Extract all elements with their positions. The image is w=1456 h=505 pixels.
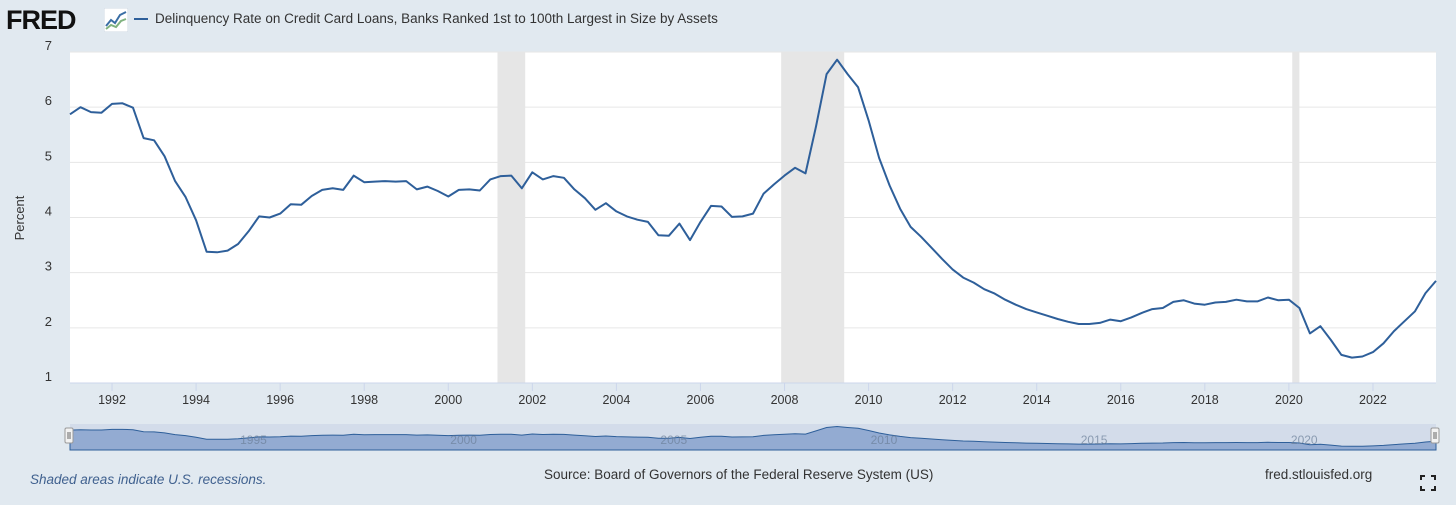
recession-note: Shaded areas indicate U.S. recessions. (30, 472, 267, 487)
x-tick-label-2008: 2008 (771, 393, 799, 407)
x-tick-label-2006: 2006 (687, 393, 715, 407)
y-tick-label-7: 7 (45, 38, 52, 53)
x-tick-label-2012: 2012 (939, 393, 967, 407)
y-tick-label-6: 6 (45, 93, 52, 108)
site-link[interactable]: fred.stlouisfed.org (1265, 467, 1373, 482)
fred-logo-graph-icon (104, 8, 128, 32)
navigator-series-area (69, 425, 1437, 451)
x-tick-label-2010: 2010 (855, 393, 883, 407)
y-tick-label-1: 1 (45, 369, 52, 384)
y-axis-ticks: 1 2 3 4 5 6 7 (45, 38, 52, 384)
x-tick-label-2022: 2022 (1359, 393, 1387, 407)
x-tick-label-2002: 2002 (518, 393, 546, 407)
y-tick-label-2: 2 (45, 314, 52, 329)
x-tick-label-2018: 2018 (1191, 393, 1219, 407)
legend-line-swatch (134, 18, 148, 20)
source-text: Source: Board of Governors of the Federa… (544, 467, 934, 482)
y-tick-label-5: 5 (45, 148, 52, 163)
legend-series-label: Delinquency Rate on Credit Card Loans, B… (155, 11, 718, 26)
x-tick-label-1992: 1992 (98, 393, 126, 407)
navigator-label-2015: 2015 (1081, 433, 1108, 447)
fred-logo-text: FRED (6, 5, 76, 35)
navigator-label-2000: 2000 (450, 433, 477, 447)
x-tick-label-2004: 2004 (602, 393, 630, 407)
x-axis-ticks: 1992 1994 1996 1998 2000 2002 2004 2006 2008 2010… (98, 383, 1387, 407)
series-line[interactable] (69, 58, 1437, 359)
y-axis-label: Percent (12, 195, 27, 240)
y-tick-label-4: 4 (45, 204, 52, 219)
navigator-labels: 1995 2000 2005 2010 2015 2020 (240, 433, 1318, 447)
x-tick-label-2016: 2016 (1107, 393, 1135, 407)
x-tick-label-2014: 2014 (1023, 393, 1051, 407)
gridlines (70, 51, 1436, 329)
navigator-label-2005: 2005 (660, 433, 687, 447)
navigator-label-1995: 1995 (240, 433, 267, 447)
navigator-right-handle-icon[interactable] (1430, 427, 1440, 444)
fullscreen-icon[interactable] (1420, 475, 1436, 491)
navigator-left-handle-icon[interactable] (64, 427, 74, 444)
chart-header: FRED Delinquency Rate on Credit Card Loa… (0, 0, 1456, 40)
x-tick-label-1994: 1994 (182, 393, 210, 407)
y-tick-label-3: 3 (45, 259, 52, 274)
chart-canvas: 1 2 3 4 5 6 7 1992 1994 1996 1998 2000 2002 2004 2006… (12, 38, 1440, 451)
navigator-label-2010: 2010 (871, 433, 898, 447)
navigator-label-2020: 2020 (1291, 433, 1318, 447)
x-tick-label-1996: 1996 (266, 393, 294, 407)
x-tick-label-1998: 1998 (350, 393, 378, 407)
x-tick-label-2020: 2020 (1275, 393, 1303, 407)
range-navigator[interactable]: 1995 2000 2005 2010 2015 2020 (64, 424, 1440, 451)
x-tick-label-2000: 2000 (434, 393, 462, 407)
